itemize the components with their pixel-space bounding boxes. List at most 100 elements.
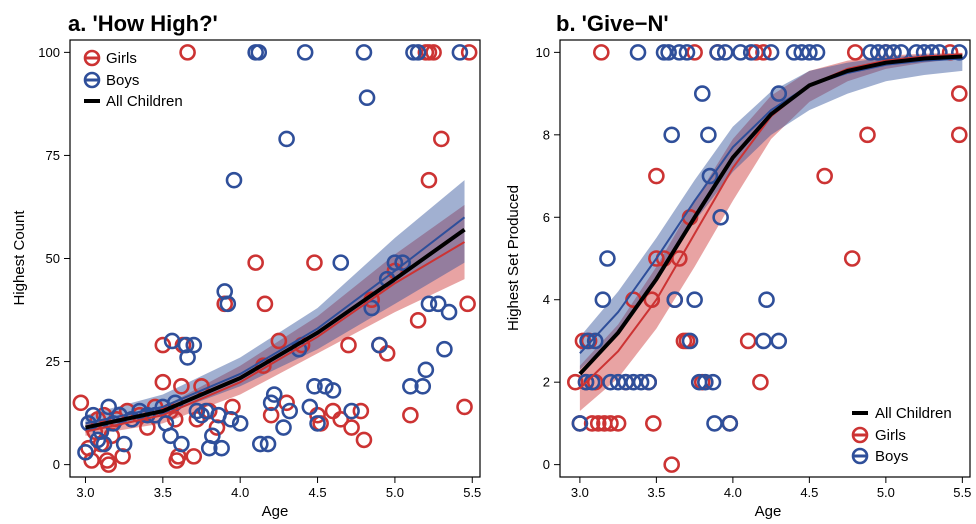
x-tick-label-b: 3.5	[647, 485, 665, 500]
point-a-boys	[262, 394, 280, 412]
point-b-girls	[859, 126, 876, 144]
point-a-girls	[460, 44, 478, 61]
fit-line-b-boys	[579, 57, 963, 355]
point-a-boys	[420, 295, 438, 313]
point-b-boys	[758, 291, 775, 309]
point-a-girls	[459, 295, 476, 313]
point-a-boys	[296, 44, 314, 61]
point-b-girls	[816, 167, 833, 185]
legend-b-all: All Children	[852, 405, 952, 422]
point-a-girls	[402, 406, 419, 424]
x-tick-label-a: 3.0	[76, 485, 94, 500]
x-axis-label-a: Age	[262, 503, 289, 520]
point-a-girls	[409, 312, 427, 329]
point-a-boys	[188, 402, 206, 420]
y-tick-label-a: 25	[46, 354, 60, 369]
point-a-boys	[451, 44, 469, 61]
point-a-boys	[355, 44, 373, 61]
point-b-girls	[574, 332, 592, 350]
point-a-boys	[429, 295, 447, 313]
point-a-boys	[402, 378, 419, 395]
point-a-girls	[433, 130, 450, 148]
point-b-girls	[648, 250, 665, 267]
point-a-girls	[179, 44, 196, 61]
point-a-girls	[262, 406, 280, 424]
point-b-girls	[843, 250, 861, 267]
point-b-boys	[577, 373, 595, 391]
point-a-girls	[355, 431, 373, 449]
point-a-boys	[275, 419, 292, 436]
point-b-boys	[742, 44, 760, 61]
point-a-boys	[394, 254, 411, 271]
point-b-girls	[739, 332, 757, 350]
point-a-boys	[225, 171, 243, 189]
point-a-boys	[204, 427, 221, 445]
y-tick-label-a: 100	[38, 45, 60, 60]
point-a-boys	[213, 439, 230, 457]
point-a-girls	[247, 254, 264, 271]
panel-b-title: b. 'Give−N'	[556, 11, 669, 36]
legend-a-all: All Children	[84, 93, 183, 110]
point-a-girls	[139, 419, 156, 436]
legend-a-girls-marker	[83, 49, 101, 67]
point-a-girls	[224, 398, 241, 416]
point-a-boys	[77, 443, 94, 461]
point-a-boys	[417, 361, 435, 379]
point-b-girls	[671, 250, 688, 267]
point-b-boys	[770, 332, 788, 350]
point-a-girls	[332, 410, 350, 428]
point-b-boys	[700, 126, 717, 144]
legend-b-boys: Boys	[851, 447, 908, 465]
y-tick-label-b: 4	[543, 292, 550, 307]
y-tick-label-b: 8	[543, 127, 550, 142]
point-a-girls	[456, 398, 473, 416]
panel-give-n: b. 'Give−N' 3.0 3.5 4.0 4.5 5.0 5.5 0 2 4 6 8 10 Ag…	[505, 11, 971, 520]
point-a-girls	[420, 171, 438, 189]
point-b-girls	[846, 44, 864, 61]
x-tick-label-b: 5.0	[877, 485, 895, 500]
y-tick-label-a: 75	[46, 148, 60, 163]
point-b-boys	[721, 415, 739, 432]
point-a-boys	[324, 382, 342, 399]
point-a-girls	[425, 44, 442, 61]
legend-a-girls: Girls	[83, 49, 137, 67]
legend-b-all-label: All Children	[875, 405, 952, 422]
point-b-boys	[640, 373, 658, 391]
ticks-b: 3.0 3.5 4.0 4.5 5.0 5.5 0 2 4 6 8 10	[536, 45, 972, 500]
x-axis-label-b: Age	[755, 503, 782, 520]
point-a-boys	[440, 303, 458, 321]
legend-a-all-label: All Children	[106, 93, 183, 110]
point-a-girls	[166, 410, 184, 428]
point-b-boys	[632, 373, 650, 391]
x-tick-label-a: 5.5	[463, 485, 481, 500]
point-a-girls	[185, 448, 203, 465]
point-a-boys	[193, 406, 210, 424]
plot-area-a	[72, 44, 478, 473]
point-b-boys	[571, 415, 589, 432]
legend-b-boys-marker	[851, 447, 869, 465]
point-a-girls	[154, 336, 172, 354]
plot-frame-b	[559, 39, 971, 478]
point-b-girls	[663, 456, 680, 473]
y-axis-label-b: Highest Set Produced	[505, 185, 522, 331]
legend-b-boys-label: Boys	[875, 448, 908, 465]
x-tick-label-b: 5.5	[953, 485, 971, 500]
legend-a-boys-label: Boys	[106, 72, 139, 89]
point-a-boys	[115, 435, 133, 453]
point-a-girls	[340, 336, 357, 354]
point-a-girls	[306, 254, 323, 271]
point-b-boys	[770, 85, 788, 102]
legend-b: All Children Girls Boys	[851, 405, 952, 465]
point-a-girls	[324, 402, 342, 420]
point-a-girls	[173, 378, 190, 395]
point-b-boys	[808, 44, 826, 61]
point-b-boys	[697, 373, 714, 391]
point-a-boys	[100, 398, 117, 416]
point-a-girls	[256, 295, 274, 313]
point-a-boys	[309, 415, 326, 432]
legend-a-boys-marker	[83, 71, 101, 89]
point-a-boys	[281, 402, 298, 420]
panel-how-high: a. 'How High?' 3.0 3.5 4.0 4.5 5.0 5.5 0 25 50 75…	[11, 11, 481, 520]
point-a-boys	[252, 435, 269, 453]
